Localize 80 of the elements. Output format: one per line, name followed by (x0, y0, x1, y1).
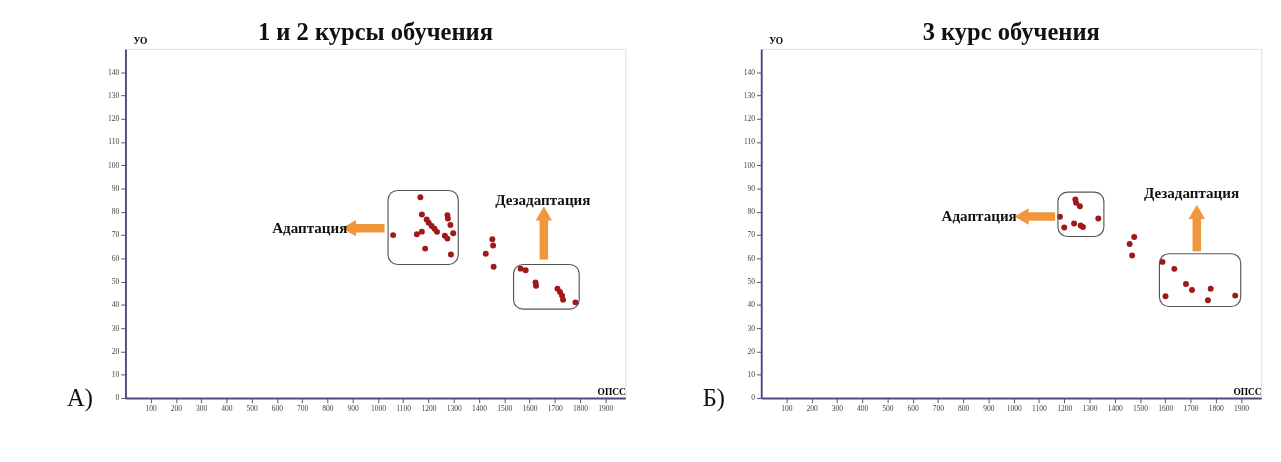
x-axis-title: ОПСС (1233, 386, 1262, 397)
y-tick-label: 0 (115, 393, 120, 403)
x-tick-label: 1300 (446, 403, 462, 413)
x-tick-label: 1700 (547, 403, 563, 413)
y-tick-label: 80 (747, 207, 756, 217)
x-tick-label: 800 (322, 403, 334, 413)
y-tick-label: 100 (108, 160, 120, 170)
y-tick-label: 110 (108, 137, 120, 147)
y-tick-label: 120 (743, 114, 756, 124)
x-tick-label: 500 (246, 403, 259, 413)
y-tick-label: 100 (743, 160, 756, 170)
x-tick-label: 1600 (1158, 403, 1174, 413)
y-tick-label: 90 (747, 183, 756, 193)
y-tick-label: 80 (111, 207, 120, 217)
x-tick-label: 700 (297, 403, 309, 413)
text: А) (66, 384, 93, 413)
x-tick-label: 600 (271, 403, 284, 413)
x-tick-label: 400 (221, 403, 233, 413)
x-tick-label: 1800 (1208, 403, 1224, 413)
y-tick-label: 10 (111, 370, 120, 380)
annotation: Адаптация (272, 219, 348, 236)
x-tick-label: 100 (145, 403, 158, 413)
x-tick-label: 200 (806, 403, 819, 413)
x-tick-label: 1200 (1057, 403, 1073, 413)
x-tick-label: 900 (983, 403, 995, 413)
x-tick-label: 1000 (1006, 403, 1022, 413)
x-tick-label: 1100 (396, 403, 412, 413)
y-axis-title: УО (769, 35, 784, 46)
y-tick-label: 30 (747, 323, 756, 333)
text: Б) (702, 384, 726, 413)
x-tick-label: 1400 (471, 403, 488, 413)
x-tick-label: 700 (932, 403, 945, 413)
x-tick-label: 1200 (421, 403, 437, 413)
y-axis-title: УО (133, 35, 148, 46)
x-tick-label: 100 (781, 403, 793, 413)
y-tick-label: 70 (747, 230, 756, 240)
y-tick-label: 30 (111, 323, 120, 333)
x-tick-label: 1100 (1032, 403, 1048, 413)
y-tick-label: 90 (111, 183, 120, 193)
y-tick-label: 140 (743, 67, 756, 77)
annotation: Дезадаптация (1143, 184, 1240, 201)
chart-title: 1 и 2 курсы обучения (257, 18, 493, 46)
y-tick-label: 20 (111, 346, 120, 356)
y-tick-label: 60 (747, 253, 756, 263)
annotation: Адаптация (941, 208, 1017, 225)
x-tick-label: 300 (196, 403, 208, 413)
y-tick-label: 110 (744, 137, 756, 147)
y-tick-label: 50 (111, 277, 120, 287)
x-tick-label: 1500 (497, 403, 513, 413)
x-tick-label: 300 (831, 403, 844, 413)
y-tick-label: 130 (108, 90, 120, 100)
y-tick-label: 70 (111, 230, 120, 240)
x-tick-label: 1900 (598, 403, 614, 413)
x-tick-label: 500 (882, 403, 894, 413)
x-tick-label: 1900 (1233, 403, 1250, 413)
y-tick-label: 120 (108, 114, 120, 124)
y-tick-label: 40 (747, 300, 756, 310)
x-tick-label: 1600 (522, 403, 538, 413)
x-tick-label: 1400 (1107, 403, 1123, 413)
y-tick-label: 130 (743, 90, 756, 100)
y-tick-label: 20 (747, 346, 756, 356)
y-tick-label: 0 (751, 393, 756, 403)
x-tick-label: 600 (907, 403, 920, 413)
y-tick-label: 40 (111, 300, 120, 310)
y-tick-label: 10 (747, 370, 756, 380)
x-tick-label: 800 (958, 403, 970, 413)
chart-title: 3 курс обучения (922, 18, 1100, 46)
y-tick-label: 60 (111, 253, 120, 263)
x-axis-title: ОПСС (597, 386, 627, 397)
y-tick-label: 140 (108, 67, 120, 77)
x-tick-label: 1000 (370, 403, 387, 413)
annotation: Дезадаптация (495, 191, 591, 208)
x-tick-label: 1700 (1183, 403, 1199, 413)
x-tick-label: 900 (347, 403, 360, 413)
x-tick-label: 1500 (1132, 403, 1149, 413)
x-tick-label: 200 (170, 403, 183, 413)
y-tick-label: 50 (747, 277, 756, 287)
x-tick-label: 1800 (572, 403, 589, 413)
x-tick-label: 1300 (1082, 403, 1098, 413)
x-tick-label: 400 (857, 403, 869, 413)
